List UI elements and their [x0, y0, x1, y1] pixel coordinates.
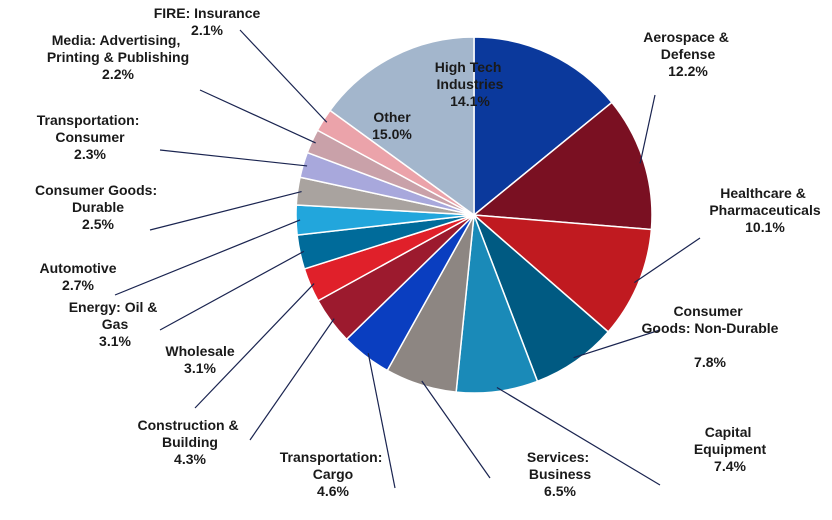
leader-line	[421, 380, 491, 479]
slice-label: Automotive	[40, 260, 117, 276]
leader-line	[199, 89, 316, 144]
value-label: 7.4%	[714, 458, 746, 474]
slice-label: Services: Business	[527, 449, 593, 482]
slice-label: Energy: Oil & Gas	[69, 299, 162, 332]
slice-label: FIRE: Insurance	[154, 5, 261, 21]
value-label: 15.0%	[372, 126, 412, 142]
value-label: 2.2%	[102, 66, 134, 82]
pie-slice	[471, 214, 653, 333]
value-label: 7.8%	[694, 354, 726, 370]
slice-label: Consumer Goods: Non-Durable	[642, 303, 779, 336]
leader-line	[639, 94, 656, 164]
leader-line	[249, 318, 335, 441]
value-label: 2.3%	[74, 146, 106, 162]
leader-line	[114, 219, 301, 296]
leader-line	[496, 386, 661, 486]
value-label: 2.5%	[82, 216, 114, 232]
value-label: 4.6%	[317, 483, 349, 499]
slice-label: Other	[373, 109, 411, 125]
slice-label: Media: Advertising, Printing & Publishin…	[47, 32, 189, 65]
slice-label: Capital Equipment	[694, 424, 767, 457]
pie-slice	[472, 101, 653, 231]
slice-label: Construction & Building	[138, 417, 243, 450]
value-label: 6.5%	[544, 483, 576, 499]
leader-line	[159, 149, 308, 167]
value-label: 12.2%	[668, 63, 708, 79]
leader-line	[633, 237, 701, 284]
leader-line	[367, 353, 396, 489]
leader-line	[239, 29, 328, 123]
slice-label: Transportation: Consumer	[37, 112, 144, 145]
leader-line	[194, 283, 315, 409]
value-label: 2.7%	[62, 277, 94, 293]
slice-label: Healthcare & Pharmaceuticals	[709, 185, 820, 218]
value-label: 4.3%	[174, 451, 206, 467]
value-label: 10.1%	[745, 219, 785, 235]
leader-line	[159, 250, 305, 331]
value-label: 2.1%	[191, 22, 223, 38]
slice-label: Consumer Goods: Durable	[35, 182, 161, 215]
slice-label: Wholesale	[165, 343, 234, 359]
leader-line	[149, 190, 302, 231]
value-label: 3.1%	[184, 360, 216, 376]
value-label: 3.1%	[99, 333, 131, 349]
pie-slice	[473, 36, 613, 217]
slice-label: Transportation: Cargo	[280, 449, 387, 482]
value-label: 14.1%	[450, 93, 490, 109]
slice-label: High Tech Industries	[435, 59, 506, 92]
slice-label: Aerospace & Defense	[643, 29, 732, 62]
pie-slice	[328, 36, 475, 217]
leader-line	[573, 329, 661, 359]
